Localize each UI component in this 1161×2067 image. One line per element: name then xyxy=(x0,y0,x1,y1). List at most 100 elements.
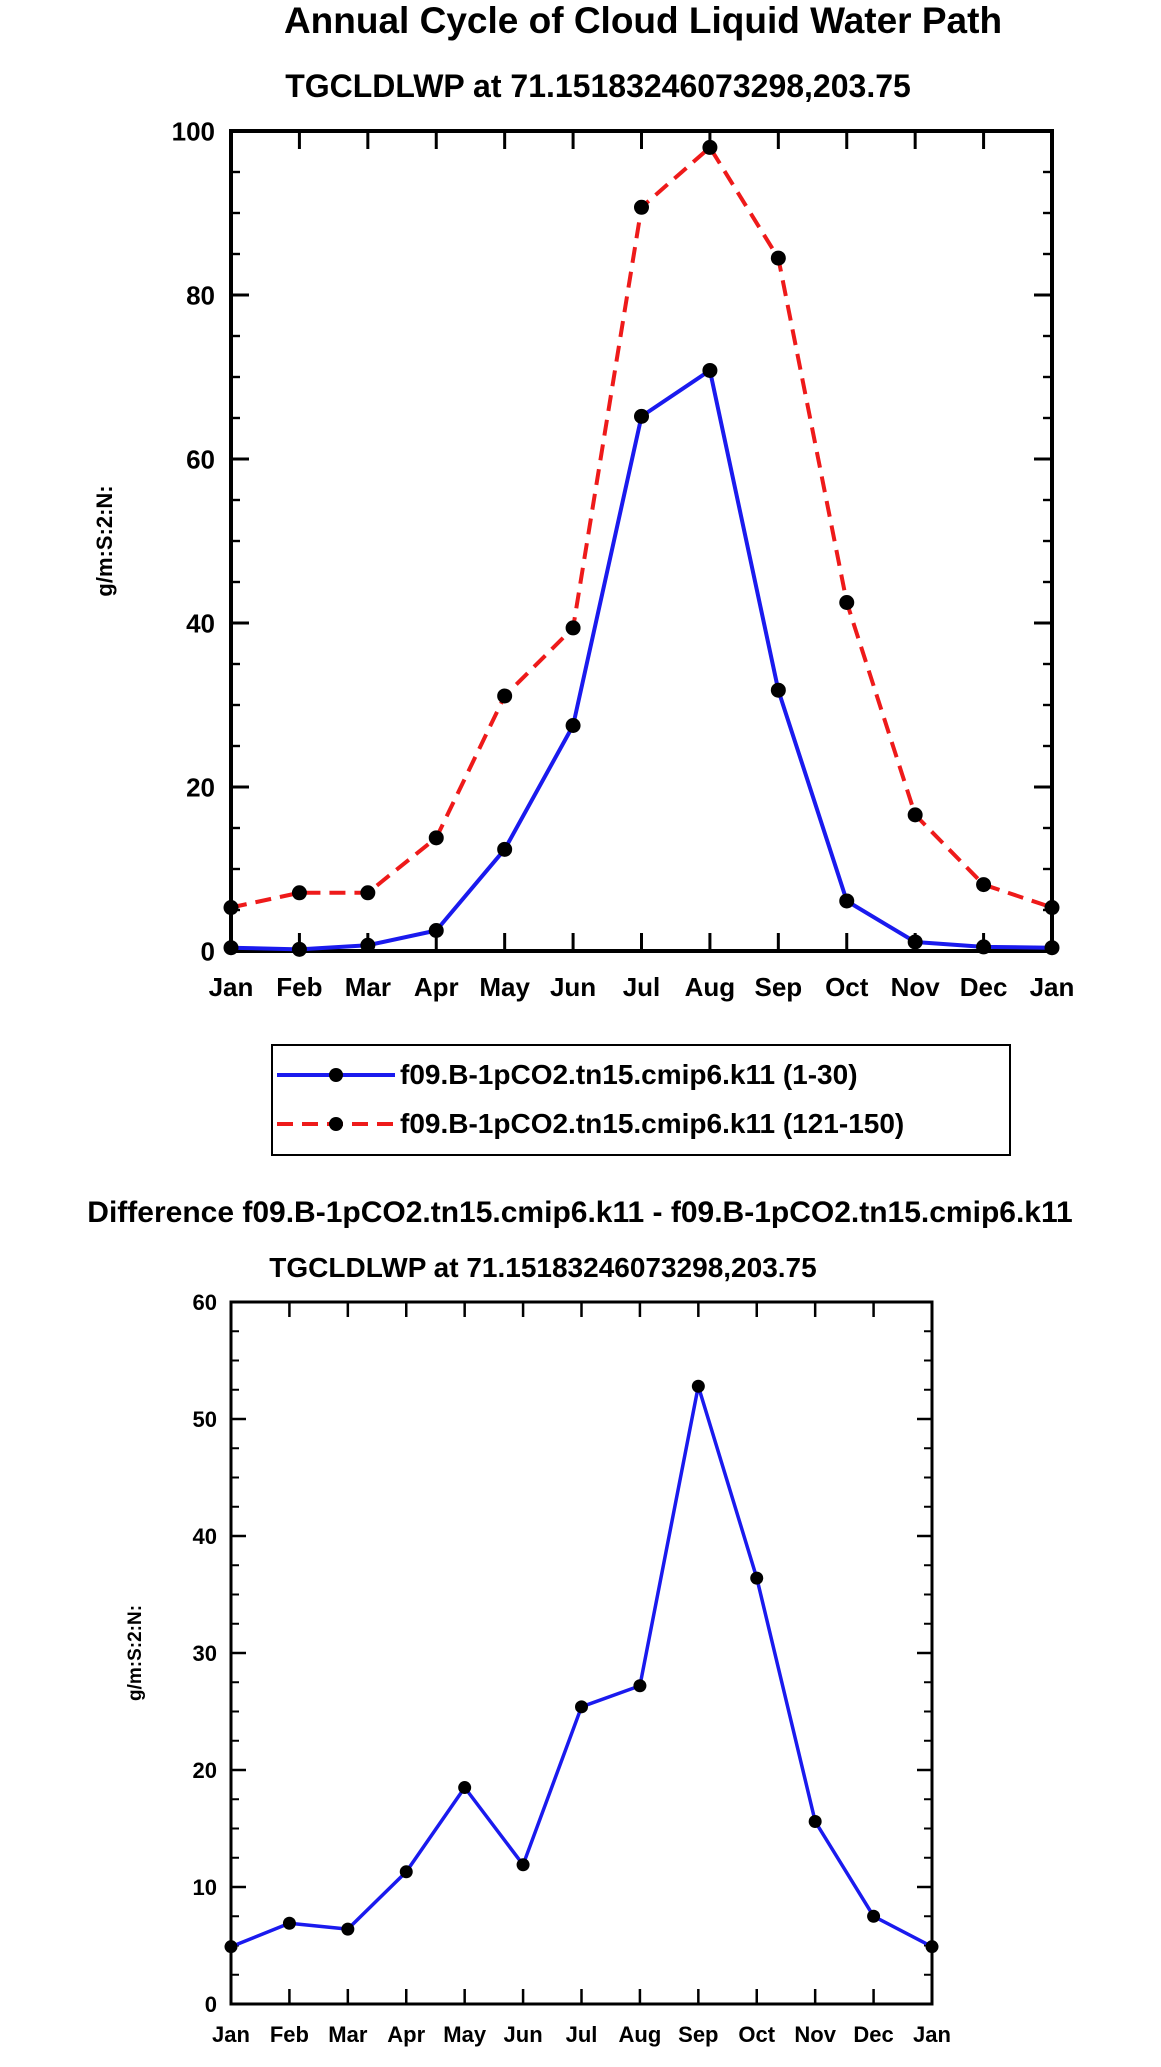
chart-2-y-axis-label: g/m:S:2:N: xyxy=(125,1605,146,1701)
chart-2-series-1-point xyxy=(633,1679,647,1693)
chart-2-series-1-point xyxy=(516,1858,530,1872)
chart-1-series-2-point xyxy=(634,199,649,215)
chart-2-x-tick-label: Dec xyxy=(853,2022,893,2047)
legend-marker-series-1 xyxy=(329,1068,343,1082)
chart-1-title: TGCLDLWP at 71.15183246073298,203.75 xyxy=(285,68,911,104)
chart-2-x-tick-label: Sep xyxy=(678,2022,718,2047)
chart-1-series-1-line xyxy=(230,368,1053,952)
chart-1-y-tick-label: 20 xyxy=(186,772,215,802)
chart-2-x-tick-label: May xyxy=(443,2022,487,2047)
chart-2-series-1-point xyxy=(282,1916,296,1930)
chart-1-x-tick-label: Dec xyxy=(960,972,1008,1002)
chart-1-series-2-point xyxy=(291,885,307,901)
chart-1-x-tick-label: Jan xyxy=(1030,972,1075,1002)
chart-2-x-tick-label: Jun xyxy=(504,2022,543,2047)
chart-2-series-1-point xyxy=(341,1922,355,1936)
chart-2-y-tick-label: 30 xyxy=(193,1641,217,1666)
chart-2-series-1-point xyxy=(867,1909,881,1923)
chart-2-y-tick-label: 50 xyxy=(193,1407,217,1432)
chart-1-axes: Jan Feb Mar Apr May Jun Jul Aug Sep Oct Nov Dec Jan 0… xyxy=(172,116,1075,1002)
chart-1-series-1-point xyxy=(907,934,923,950)
chart-1-series-2-point xyxy=(839,595,855,610)
chart-1-series-2-point xyxy=(497,688,513,704)
page-title: Annual Cycle of Cloud Liquid Water Path xyxy=(284,0,1002,41)
chart-1-series-1-point xyxy=(839,893,855,909)
chart-2-x-tick-label: Nov xyxy=(794,2022,836,2047)
chart-2-y-tick-label: 20 xyxy=(193,1758,217,1783)
chart-1-series-1-point xyxy=(360,937,376,953)
chart-1-series-2-line xyxy=(230,145,1053,910)
chart-2-x-tick-label: Mar xyxy=(328,2022,368,2047)
chart-1-x-tick-label: Sep xyxy=(754,972,802,1002)
chart-1-marks xyxy=(223,139,1060,957)
chart-2-series-1-point xyxy=(808,1814,822,1828)
chart-2-y-tick-label: 60 xyxy=(193,1290,217,1315)
chart-1-series-1-point xyxy=(634,408,649,424)
chart-1-series-2-point xyxy=(907,807,923,823)
chart-1-series-2-point xyxy=(360,885,376,901)
chart-1-y-axis-label: g/m:S:2:N: xyxy=(92,485,117,596)
chart-1-series-1-point xyxy=(565,718,581,733)
chart-1-series-2-point xyxy=(770,250,786,266)
chart-1-series-2-point xyxy=(428,830,444,846)
chart-1-series-1-point xyxy=(497,841,513,857)
legend-box xyxy=(271,1044,1011,1156)
chart-1-x-tick-label: Jun xyxy=(550,972,596,1002)
chart-1-series-2-point xyxy=(976,877,992,893)
chart-1-plot-frame xyxy=(229,129,1054,953)
chart-2-x-tick-label: Jul xyxy=(566,2022,598,2047)
chart-1-series-1-point xyxy=(223,940,239,956)
chart-1-y-tick-label: 0 xyxy=(201,936,215,966)
chart-1-series-1-point xyxy=(702,362,718,378)
chart-2-x-tick-label: Aug xyxy=(619,2022,662,2047)
chart-2-x-tick-label: Jan xyxy=(212,2022,250,2047)
chart-1-y-tick-label: 100 xyxy=(172,116,215,146)
legend-label-series-2: f09.B-1pCO2.tn15.cmip6.k11 (121-150) xyxy=(400,1108,904,1139)
chart-2-series-1-point xyxy=(925,1940,939,1954)
chart-1-legend: f09.B-1pCO2.tn15.cmip6.k11 (1-30) f09.B-… xyxy=(271,1044,1011,1156)
chart-2-y-tick-label: 0 xyxy=(205,1992,217,2017)
chart-2-plot-frame xyxy=(229,1300,934,2006)
chart-2-suptitle: Difference f09.B-1pCO2.tn15.cmip6.k11 - … xyxy=(87,1196,1072,1229)
chart-1-x-tick-label: Aug xyxy=(685,972,736,1002)
chart-2-title: TGCLDLWP at 71.15183246073298,203.75 xyxy=(269,1252,816,1283)
chart-2-series-1-point xyxy=(458,1781,472,1795)
chart-1-x-tick-label: Oct xyxy=(825,972,869,1002)
chart-1-x-tick-label: Jan xyxy=(209,972,254,1002)
chart-2-x-tick-label: Oct xyxy=(738,2022,775,2047)
chart-1-y-tick-label: 60 xyxy=(186,444,215,474)
chart-2-series-1-point xyxy=(750,1571,764,1585)
chart-1-x-tick-label: Apr xyxy=(414,972,459,1002)
chart-2-x-tick-label: Apr xyxy=(387,2022,425,2047)
chart-2-x-tick-label: Feb xyxy=(270,2022,309,2047)
chart-1-series-2-point xyxy=(565,620,581,636)
chart-1-series-1-point xyxy=(291,941,307,957)
chart-2-marks xyxy=(224,1379,939,1954)
chart-2-series-1-line xyxy=(230,1384,933,1949)
chart-2-series-1-point xyxy=(399,1865,413,1879)
chart-1-x-tick-label: Nov xyxy=(891,972,941,1002)
chart-1-x-tick-label: Jul xyxy=(623,972,661,1002)
chart-1-series-1-point xyxy=(428,923,444,938)
chart-1-x-tick-label: Feb xyxy=(276,972,322,1002)
chart-2-axes: Jan Feb Mar Apr May Jun Jul Aug Sep Oct Nov Dec Jan 0… xyxy=(193,1290,951,2047)
chart-2-y-tick-label: 40 xyxy=(193,1524,217,1549)
chart-2-y-tick-label: 10 xyxy=(193,1875,217,1900)
chart-2-x-tick-label: Jan xyxy=(913,2022,951,2047)
chart-1-series-2-point xyxy=(223,900,239,916)
chart-1-series-2-point xyxy=(702,139,718,155)
chart-1-series-2-point xyxy=(1044,900,1060,916)
chart-2-series-1-point xyxy=(575,1700,588,1714)
chart-1-x-tick-label: May xyxy=(479,972,530,1002)
chart-2-series-1-point xyxy=(224,1940,238,1954)
chart-1-series-1-point xyxy=(1044,940,1060,956)
chart-1-series-1-point xyxy=(976,939,992,955)
chart-2-series-1-point xyxy=(691,1379,705,1393)
chart-1-series-1-point xyxy=(770,682,786,698)
legend-marker-series-2 xyxy=(329,1117,343,1131)
chart-1-y-tick-label: 40 xyxy=(186,608,215,638)
legend-label-series-1: f09.B-1pCO2.tn15.cmip6.k11 (1-30) xyxy=(400,1059,858,1090)
chart-1-y-tick-label: 80 xyxy=(186,280,215,310)
chart-1-x-tick-label: Mar xyxy=(345,972,391,1002)
